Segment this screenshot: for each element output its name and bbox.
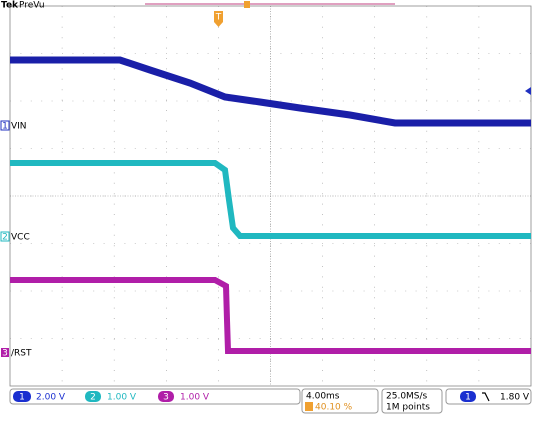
ch3-label: /RST	[11, 349, 32, 359]
record-length: 1M points	[386, 403, 430, 413]
trigger-source-badge	[460, 391, 476, 402]
ch2-scale: 1.00 V	[107, 393, 137, 403]
ch1-marker: 1	[2, 122, 8, 132]
timebase-trigger-icon	[305, 402, 313, 411]
ch2-marker: 2	[2, 233, 8, 243]
ch2-badge[interactable]	[85, 391, 101, 402]
vcc-waveform	[10, 160, 531, 239]
ch2-marker-box	[0, 231, 10, 242]
ch1-label: VIN	[11, 122, 27, 132]
mode: PreVu	[19, 1, 45, 11]
trigger-level: 1.80 V	[500, 393, 530, 403]
ch1-scale: 2.00 V	[36, 393, 66, 403]
ch1-badge[interactable]	[13, 391, 31, 402]
trigger-pointer	[214, 22, 223, 27]
ch2-label: VCC	[11, 233, 30, 243]
trigger-source: 1	[465, 393, 471, 403]
trigger-marker: T	[215, 13, 222, 23]
timebase-box[interactable]	[301, 388, 379, 414]
acquisition-box[interactable]	[381, 388, 443, 414]
trigger-marker-box	[214, 11, 223, 22]
rst-waveform	[10, 277, 531, 354]
trigger-slope	[482, 392, 490, 402]
graticule	[9, 5, 532, 387]
timebase-position: 40.10 %	[315, 403, 353, 413]
ch3-marker: 3	[2, 349, 8, 359]
sample-rate: 25.0MS/s	[386, 392, 428, 402]
trigger-level-arrow	[525, 87, 531, 95]
ch1-badge-number: 1	[19, 393, 25, 403]
ch2-badge-number: 2	[90, 393, 96, 403]
view-marker	[244, 1, 250, 8]
timebase-scale: 4.00ms	[306, 392, 340, 402]
ch3-scale: 1.00 V	[180, 393, 210, 403]
ch3-badge[interactable]	[158, 391, 174, 402]
brand: Tek	[1, 1, 19, 11]
channel-box	[9, 388, 301, 405]
ch3-marker-box	[1, 348, 9, 357]
ch1-marker-box	[0, 120, 10, 131]
ch3-badge-number: 3	[163, 393, 169, 403]
vin-waveform	[10, 56, 531, 127]
